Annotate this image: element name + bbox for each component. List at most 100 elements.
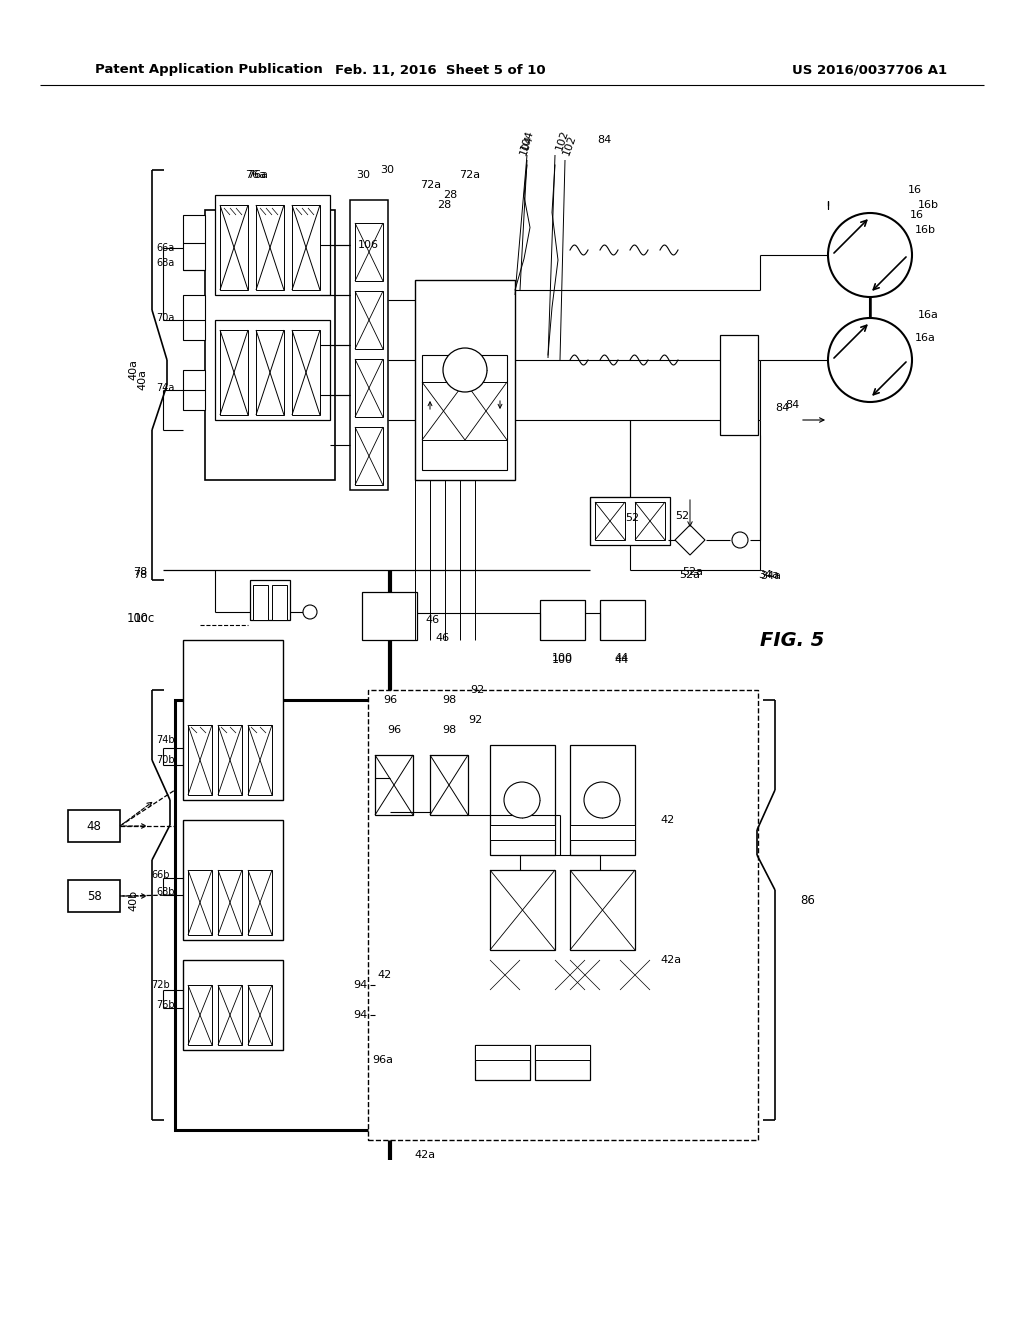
Bar	[292, 330, 319, 414]
Bar	[188, 870, 212, 935]
Bar	[205, 210, 335, 480]
Bar	[355, 359, 383, 417]
Text: 84: 84	[597, 135, 611, 145]
Bar	[256, 205, 284, 290]
Text: 34a: 34a	[760, 572, 781, 581]
Bar	[490, 744, 555, 855]
Bar	[490, 870, 555, 950]
Text: 58: 58	[87, 890, 101, 903]
Bar	[368, 690, 758, 1140]
Text: 86: 86	[800, 894, 815, 907]
Text: 100: 100	[552, 653, 572, 663]
Text: 16a: 16a	[918, 310, 939, 319]
Text: 42: 42	[660, 814, 674, 825]
Text: 44: 44	[614, 655, 629, 665]
Text: 96: 96	[387, 725, 401, 735]
Bar	[355, 290, 383, 348]
Text: 28: 28	[437, 201, 452, 210]
Text: 10c: 10c	[127, 611, 148, 624]
Bar	[292, 205, 319, 290]
Circle shape	[504, 781, 540, 818]
Bar	[570, 825, 635, 840]
Text: 66a: 66a	[157, 243, 175, 253]
Bar	[215, 319, 330, 420]
Text: 74b: 74b	[157, 735, 175, 744]
Bar	[570, 744, 635, 855]
Text: 92: 92	[468, 715, 482, 725]
Text: 98: 98	[442, 696, 456, 705]
Bar	[183, 294, 205, 341]
Bar	[248, 870, 272, 935]
Text: 42a: 42a	[415, 1150, 435, 1160]
Text: 104: 104	[519, 128, 535, 152]
Bar	[362, 591, 417, 640]
Text: 52a: 52a	[680, 570, 700, 579]
Text: 94: 94	[353, 1010, 368, 1020]
Text: 72a: 72a	[460, 170, 480, 180]
Circle shape	[584, 781, 620, 818]
Circle shape	[828, 213, 912, 297]
Text: 76a: 76a	[245, 170, 266, 180]
Bar	[248, 985, 272, 1045]
Text: 96: 96	[383, 696, 397, 705]
Text: 76a: 76a	[247, 170, 268, 180]
Text: 68a: 68a	[157, 257, 175, 268]
Text: 30: 30	[380, 165, 394, 176]
Text: 68b: 68b	[157, 887, 175, 898]
Bar	[355, 223, 383, 281]
Text: 78: 78	[133, 570, 147, 579]
Text: 84: 84	[776, 403, 790, 413]
Text: 34a: 34a	[758, 570, 779, 579]
Text: 96a: 96a	[373, 1055, 393, 1065]
Text: 16b: 16b	[918, 201, 939, 210]
Text: Feb. 11, 2016  Sheet 5 of 10: Feb. 11, 2016 Sheet 5 of 10	[335, 63, 546, 77]
Bar	[595, 502, 625, 540]
Bar	[215, 195, 330, 294]
Text: 44: 44	[614, 653, 629, 663]
Text: 30: 30	[356, 170, 370, 180]
Bar	[375, 755, 413, 814]
Text: 16: 16	[908, 185, 922, 195]
Bar	[422, 381, 507, 440]
Bar	[430, 755, 468, 814]
Bar	[570, 870, 635, 950]
Text: 48: 48	[87, 820, 101, 833]
Bar	[218, 870, 242, 935]
Bar	[220, 205, 248, 290]
Bar	[250, 579, 290, 620]
Circle shape	[732, 532, 748, 548]
Bar	[220, 330, 248, 414]
Bar	[256, 330, 284, 414]
Text: 98: 98	[442, 725, 456, 735]
Bar	[272, 585, 287, 620]
Bar	[415, 280, 515, 480]
Bar	[590, 498, 670, 545]
Polygon shape	[675, 525, 705, 554]
Text: 46: 46	[435, 634, 450, 643]
Text: 52: 52	[675, 511, 689, 521]
Text: 42a: 42a	[660, 954, 681, 965]
Text: 40b: 40b	[128, 890, 138, 911]
Text: 78: 78	[133, 568, 147, 577]
Bar	[218, 985, 242, 1045]
Text: 84: 84	[785, 400, 800, 411]
Text: 46: 46	[425, 615, 439, 624]
Bar	[535, 1045, 590, 1060]
Text: 94: 94	[353, 979, 368, 990]
Text: 16a: 16a	[915, 333, 936, 343]
Text: US 2016/0037706 A1: US 2016/0037706 A1	[793, 63, 947, 77]
Text: 70b: 70b	[157, 755, 175, 766]
Circle shape	[443, 348, 487, 392]
Bar	[600, 601, 645, 640]
Text: 72a: 72a	[420, 180, 441, 190]
Bar	[175, 700, 370, 1130]
Text: 102: 102	[554, 128, 570, 152]
Bar	[183, 370, 205, 411]
Text: 70a: 70a	[157, 313, 175, 323]
Bar	[720, 335, 758, 436]
Bar	[218, 725, 242, 795]
Bar	[253, 585, 268, 620]
Bar	[540, 601, 585, 640]
Bar	[68, 880, 120, 912]
Text: 16b: 16b	[915, 224, 936, 235]
